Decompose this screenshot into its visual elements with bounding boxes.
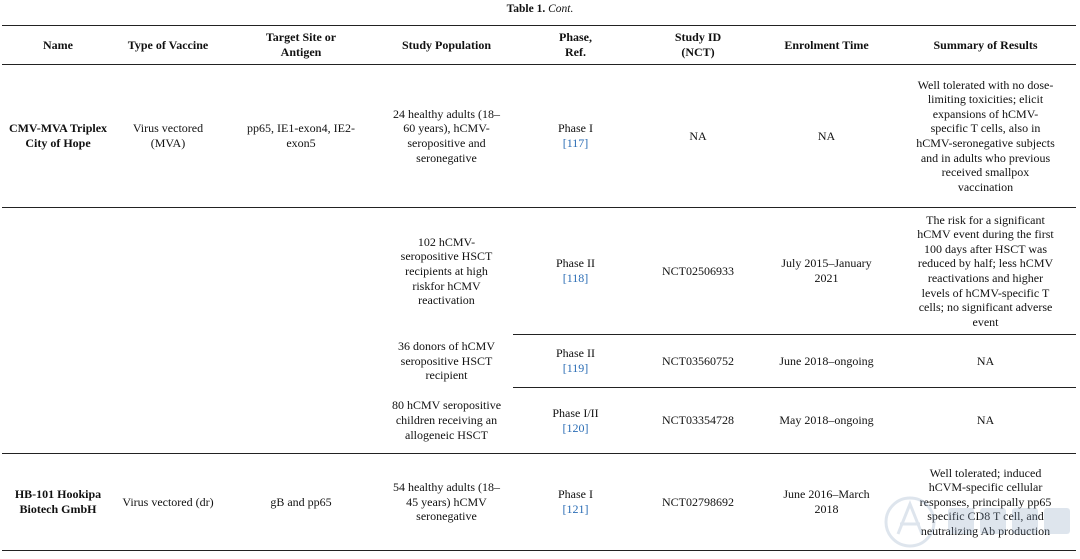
cell-enrolment: July 2015–January 2021 bbox=[758, 207, 895, 335]
cell-type bbox=[114, 207, 222, 454]
cell-summary: The risk for a significant hCMV event du… bbox=[895, 207, 1076, 335]
cell-study-id: NCT03354728 bbox=[638, 387, 758, 454]
reference-link[interactable]: [120] bbox=[562, 420, 589, 435]
cell-phase: Phase II [118] bbox=[513, 207, 638, 335]
cell-name-text: HB-101 Hookipa Biotech GmbH bbox=[14, 487, 102, 516]
cell-population: 24 healthy adults (18–60 years), hCMV-se… bbox=[380, 64, 513, 208]
header-enrolment: Enrolment Time bbox=[758, 25, 895, 65]
cell-summary: Well tolerated; induced hCVM-specific ce… bbox=[895, 453, 1076, 551]
table-row: 80 hCMV seropositive children receiving … bbox=[2, 387, 1076, 454]
reference-link[interactable]: [121] bbox=[562, 502, 589, 516]
cell-summary: Well tolerated with no dose-limiting tox… bbox=[895, 64, 1076, 208]
header-study-id-text: Study ID (NCT) bbox=[674, 30, 722, 59]
header-phase: Phase, Ref. bbox=[513, 25, 638, 65]
cell-population-text: 36 donors of hCMV seropositive HSCT reci… bbox=[397, 339, 495, 383]
cell-study-id: NCT03560752 bbox=[638, 334, 758, 388]
vaccine-trials-table: Name Type of Vaccine Target Site or Anti… bbox=[2, 25, 1076, 551]
cell-name: HB-101 Hookipa Biotech GmbH bbox=[2, 453, 114, 551]
header-study-id: Study ID (NCT) bbox=[638, 25, 758, 65]
header-name: Name bbox=[2, 25, 114, 65]
reference-link[interactable]: [117] bbox=[562, 136, 589, 150]
cell-type: Virus vectored (dr) bbox=[114, 453, 222, 551]
cell-phase: Phase I [121] bbox=[513, 453, 638, 551]
cell-enrolment-text: July 2015–January 2021 bbox=[781, 256, 872, 285]
cell-type: Virus vectored (MVA) bbox=[114, 64, 222, 208]
cell-enrolment: NA bbox=[758, 64, 895, 208]
header-target-text: Target Site or Antigen bbox=[265, 30, 337, 59]
cell-name-text: CMV-MVA Triplex City of Hope bbox=[8, 121, 108, 150]
cell-type-text: Virus vectored (MVA) bbox=[132, 121, 204, 150]
caption-label: Table 1. bbox=[506, 3, 546, 15]
cell-phase-text: Phase I bbox=[558, 121, 593, 136]
cell-population: 36 donors of hCMV seropositive HSCT reci… bbox=[380, 335, 513, 388]
caption-continued: Cont. bbox=[548, 3, 574, 15]
table-row: 102 hCMV-seropositive HSCT recipients at… bbox=[2, 207, 1076, 454]
cell-enrolment: June 2016–March 2018 bbox=[758, 453, 895, 551]
reference-link[interactable]: [118] bbox=[562, 271, 589, 285]
cell-phase-text: Phase II bbox=[556, 256, 595, 271]
cell-population-text: 54 healthy adults (18–45 years) hCMV ser… bbox=[393, 480, 500, 524]
cell-summary-text: The risk for a significant hCMV event du… bbox=[917, 212, 1054, 329]
table-caption: Table 1. Cont. bbox=[0, 2, 1080, 16]
cell-target: pp65, IE1-exon4, IE2-exon5 bbox=[222, 64, 380, 208]
cell-enrolment: June 2018–ongoing bbox=[758, 334, 895, 388]
cell-phase: Phase II [119] bbox=[513, 334, 638, 388]
watermark-mark bbox=[884, 496, 936, 548]
cell-target-text: pp65, IE1-exon4, IE2-exon5 bbox=[247, 121, 355, 150]
table-row: 36 donors of hCMV seropositive HSCT reci… bbox=[2, 334, 1076, 388]
cell-enrolment: May 2018–ongoing bbox=[758, 387, 895, 454]
cell-summary: NA bbox=[895, 387, 1076, 454]
cell-phase: Phase I [117] bbox=[513, 64, 638, 208]
cell-population-text: 80 hCMV seropositive children receiving … bbox=[391, 398, 502, 442]
cell-population: 80 hCMV seropositive children receiving … bbox=[380, 387, 513, 454]
cell-target bbox=[222, 207, 380, 454]
watermark-logo-icon bbox=[884, 496, 1070, 548]
reference-link[interactable]: [119] bbox=[562, 361, 589, 375]
cell-study-id: NA bbox=[638, 64, 758, 208]
cell-population: 102 hCMV-seropositive HSCT recipients at… bbox=[380, 208, 513, 335]
cell-name bbox=[2, 207, 114, 454]
header-phase-text: Phase, Ref. bbox=[559, 30, 592, 59]
watermark-blocks bbox=[948, 508, 1070, 534]
header-summary: Summary of Results bbox=[895, 25, 1076, 65]
cell-phase-text: Phase I bbox=[558, 487, 593, 502]
cell-target: gB and pp65 bbox=[222, 453, 380, 551]
header-target: Target Site or Antigen bbox=[222, 25, 380, 65]
cell-phase: Phase I/II [120] bbox=[513, 387, 638, 454]
cell-summary-text: Well tolerated with no dose-limiting tox… bbox=[916, 77, 1055, 194]
header-population: Study Population bbox=[380, 25, 513, 65]
cell-population-text: 24 healthy adults (18–60 years), hCMV-se… bbox=[393, 106, 500, 165]
table-row: HB-101 Hookipa Biotech GmbH Virus vector… bbox=[2, 453, 1076, 551]
cell-enrolment-text: June 2016–March 2018 bbox=[783, 487, 870, 516]
header-type: Type of Vaccine bbox=[114, 25, 222, 65]
cell-summary: NA bbox=[895, 334, 1076, 388]
cell-summary-text: Well tolerated; induced hCVM-specific ce… bbox=[919, 465, 1052, 538]
cell-phase-text: Phase I/II bbox=[552, 405, 599, 420]
cell-population: 54 healthy adults (18–45 years) hCMV ser… bbox=[380, 453, 513, 551]
table-row: CMV-MVA Triplex City of Hope Virus vecto… bbox=[2, 64, 1076, 208]
header-row: Name Type of Vaccine Target Site or Anti… bbox=[2, 25, 1076, 65]
cell-study-id: NCT02798692 bbox=[638, 453, 758, 551]
cell-study-id: NCT02506933 bbox=[638, 207, 758, 335]
cell-name: CMV-MVA Triplex City of Hope bbox=[2, 64, 114, 208]
cell-population-text: 102 hCMV-seropositive HSCT recipients at… bbox=[400, 234, 493, 308]
cell-phase-text: Phase II bbox=[556, 346, 595, 361]
